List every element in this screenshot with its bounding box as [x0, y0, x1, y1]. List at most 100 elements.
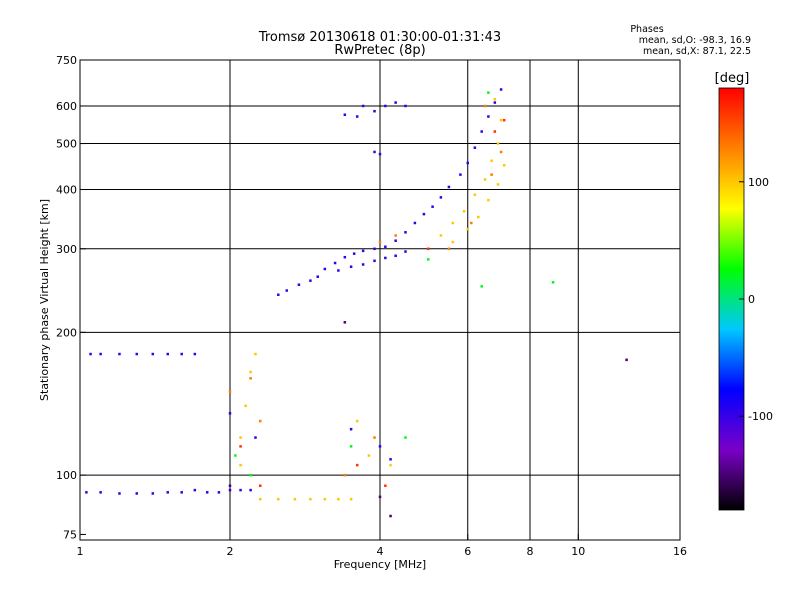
data-point — [249, 473, 252, 477]
data-point — [234, 454, 237, 457]
data-point — [323, 267, 327, 271]
data-point — [427, 247, 430, 251]
x-tick-label: 10 — [571, 545, 585, 558]
data-point — [373, 150, 376, 154]
data-point — [309, 497, 312, 501]
data-point — [389, 463, 392, 467]
data-point — [477, 215, 480, 219]
data-point — [180, 352, 183, 356]
data-point — [502, 118, 506, 122]
data-point — [285, 289, 289, 292]
data-point — [118, 492, 121, 495]
data-point — [373, 109, 376, 113]
data-point — [228, 484, 232, 487]
x-tick-label: 16 — [673, 545, 687, 558]
data-point — [349, 427, 353, 431]
data-point — [483, 178, 487, 181]
data-point — [228, 390, 232, 393]
data-point — [389, 458, 392, 461]
chart-title: Tromsø 20130618 01:30:00-01:31:43 — [258, 30, 501, 45]
data-point — [258, 419, 262, 423]
data-point — [135, 352, 139, 356]
data-point — [466, 227, 469, 231]
y-axis-ticks: 75 100 200 300 400 500 600 750 — [56, 54, 86, 541]
data-point — [487, 115, 490, 118]
data-point — [473, 146, 477, 149]
data-point — [151, 492, 155, 495]
x-axis-ticks: 1 2 4 6 8 10 16 — [77, 534, 687, 558]
data-point — [205, 491, 209, 494]
data-point — [297, 283, 301, 286]
data-point — [459, 173, 462, 176]
y-tick-label: 400 — [56, 184, 77, 197]
data-point — [480, 130, 483, 133]
data-point — [293, 497, 297, 501]
data-point — [217, 491, 221, 494]
data-point — [135, 492, 139, 495]
data-point — [389, 514, 392, 518]
data-point — [193, 488, 197, 492]
data-point — [394, 101, 397, 104]
data-point — [384, 245, 387, 248]
data-point — [384, 484, 387, 487]
data-point — [316, 275, 319, 278]
colorbar-tick-label: 100 — [748, 176, 769, 189]
data-point — [384, 256, 387, 260]
data-point — [349, 445, 353, 448]
data-point — [228, 488, 232, 492]
data-point — [349, 497, 353, 501]
y-tick-label: 75 — [63, 528, 77, 541]
x-axis-label: Frequency [MHz] — [334, 558, 426, 571]
data-point — [493, 101, 497, 104]
data-point — [254, 436, 257, 439]
data-point — [466, 161, 469, 165]
data-point — [462, 209, 466, 213]
data-point — [361, 263, 365, 266]
data-point — [394, 239, 397, 242]
data-point — [337, 269, 340, 272]
data-point — [373, 259, 376, 263]
data-point — [483, 104, 487, 108]
data-point — [239, 488, 242, 492]
data-point — [367, 454, 371, 457]
data-point — [493, 97, 497, 101]
data-point — [404, 250, 407, 253]
data-point — [361, 104, 365, 108]
data-point — [355, 419, 359, 423]
data-point — [180, 491, 183, 494]
data-point — [473, 193, 477, 196]
data-point — [258, 484, 262, 487]
data-point — [439, 196, 443, 199]
data-point — [378, 152, 382, 156]
y-tick-label: 300 — [56, 243, 77, 256]
y-tick-label: 500 — [56, 138, 77, 151]
data-point — [496, 142, 500, 145]
data-point — [343, 255, 347, 259]
data-point — [343, 473, 347, 477]
data-point — [378, 445, 382, 448]
data-point — [447, 247, 451, 251]
data-point — [404, 104, 407, 108]
data-point — [404, 436, 407, 439]
data-point — [394, 254, 397, 258]
data-point — [244, 404, 247, 408]
data-point — [496, 183, 500, 186]
data-point — [355, 463, 359, 467]
data-point — [451, 240, 455, 244]
data-point — [323, 497, 327, 501]
data-point — [337, 497, 340, 501]
data-point — [378, 495, 382, 499]
x-tick-label: 2 — [227, 545, 234, 558]
data-point — [249, 377, 252, 380]
data-point — [254, 352, 257, 356]
x-tick-label: 6 — [464, 545, 471, 558]
data-point — [361, 249, 365, 253]
data-point — [193, 352, 197, 356]
data-point — [470, 221, 473, 225]
x-tick-label: 8 — [527, 545, 534, 558]
data-point — [343, 113, 347, 116]
data-point — [493, 130, 497, 133]
plot-grid — [80, 60, 680, 540]
data-point — [277, 497, 280, 501]
